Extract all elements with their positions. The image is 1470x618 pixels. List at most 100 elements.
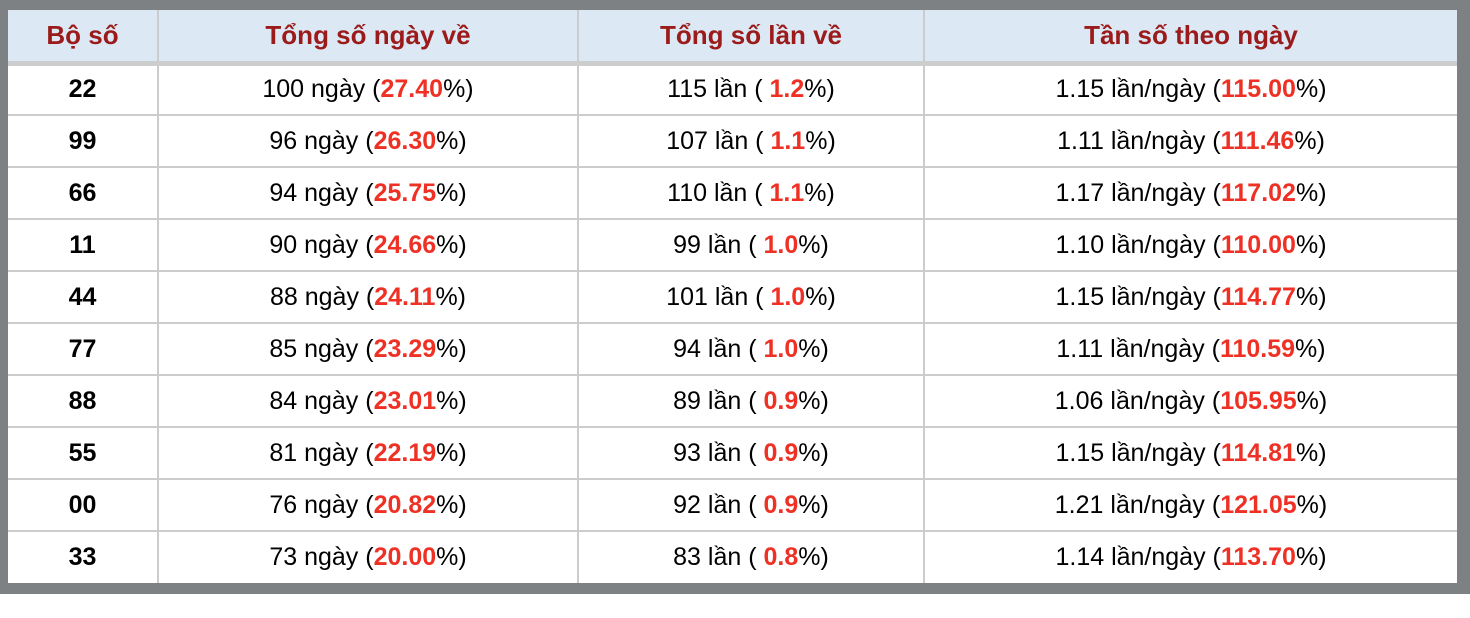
freq-text-end: %) <box>1295 230 1327 259</box>
days-text: 85 ngày ( <box>269 334 374 363</box>
days-text: 96 ngày ( <box>269 126 374 155</box>
days-percent: 23.01 <box>373 386 437 415</box>
freq-cell: 1.15 lần/ngày (115.00%) <box>923 62 1457 116</box>
freq-cell: 1.15 lần/ngày (114.77%) <box>923 270 1457 324</box>
pair-cell: 33 <box>8 530 159 583</box>
times-percent: 1.2 <box>769 75 805 104</box>
days-percent: 24.11 <box>374 282 436 311</box>
pair-value: 00 <box>68 490 97 519</box>
times-cell: 93 lần ( 0.9%) <box>577 426 925 480</box>
freq-percent: 113.70 <box>1220 543 1296 571</box>
days-cell: 85 ngày (23.29%) <box>157 322 579 376</box>
pair-cell: 44 <box>8 270 159 324</box>
freq-percent: 121.05 <box>1220 490 1297 519</box>
times-text: 92 lần ( <box>673 490 764 519</box>
times-text-end: %) <box>798 543 829 571</box>
days-percent: 26.30 <box>373 126 437 155</box>
days-percent: 20.82 <box>373 490 437 519</box>
days-text-end: %) <box>435 282 466 311</box>
table-row: 99 96 ngày (26.30%) 107 lần ( 1.1%) 1.11… <box>8 114 1457 168</box>
table-row: 11 90 ngày (24.66%) 99 lần ( 1.0%) 1.10 … <box>8 218 1457 272</box>
table-row: 66 94 ngày (25.75%) 110 lần ( 1.1%) 1.17… <box>8 166 1457 220</box>
pair-value: 55 <box>68 438 97 467</box>
lottery-pair-stats-table: Bộ số Tổng số ngày về Tổng số lần về Tần… <box>8 10 1457 583</box>
freq-text-end: %) <box>1296 490 1328 519</box>
table-row: 77 85 ngày (23.29%) 94 lần ( 1.0%) 1.11 … <box>8 322 1457 376</box>
days-text: 88 ngày ( <box>270 282 375 311</box>
freq-text: 1.10 lần/ngày ( <box>1055 230 1221 259</box>
column-header-pair: Bộ số <box>8 10 159 66</box>
table-row: 33 73 ngày (20.00%) 83 lần ( 0.8%) 1.14 … <box>8 530 1457 583</box>
header-row: Bộ số Tổng số ngày về Tổng số lần về Tần… <box>8 10 1457 66</box>
freq-text-end: %) <box>1296 386 1328 415</box>
pair-cell: 99 <box>8 114 159 168</box>
table-body: 22 100 ngày (27.40%) 115 lần ( 1.2%) 1.1… <box>8 62 1457 583</box>
freq-text: 1.11 lần/ngày ( <box>1056 334 1220 363</box>
times-percent: 1.0 <box>770 282 806 311</box>
freq-percent: 110.00 <box>1220 230 1296 259</box>
times-cell: 110 lần ( 1.1%) <box>577 166 925 220</box>
freq-text: 1.15 lần/ngày ( <box>1055 75 1221 104</box>
times-text-end: %) <box>804 75 835 104</box>
days-percent: 24.66 <box>373 230 437 259</box>
times-text-end: %) <box>798 386 829 415</box>
table-row: 88 84 ngày (23.01%) 89 lần ( 0.9%) 1.06 … <box>8 374 1457 428</box>
freq-cell: 1.14 lần/ngày (113.70%) <box>923 530 1457 583</box>
freq-cell: 1.11 lần/ngày (111.46%) <box>923 114 1457 168</box>
times-text-end: %) <box>798 438 829 467</box>
days-text-end: %) <box>436 543 467 571</box>
freq-text-end: %) <box>1295 334 1326 363</box>
freq-text-end: %) <box>1295 178 1327 207</box>
days-text: 90 ngày ( <box>269 230 374 259</box>
days-cell: 94 ngày (25.75%) <box>157 166 579 220</box>
times-text: 93 lần ( <box>673 438 764 467</box>
table-header: Bộ số Tổng số ngày về Tổng số lần về Tần… <box>8 10 1457 66</box>
days-cell: 88 ngày (24.11%) <box>157 270 579 324</box>
days-cell: 100 ngày (27.40%) <box>157 62 579 116</box>
days-text-end: %) <box>436 230 467 259</box>
times-text-end: %) <box>798 334 829 363</box>
days-cell: 73 ngày (20.00%) <box>157 530 579 583</box>
times-text: 94 lần ( <box>673 334 764 363</box>
times-percent: 1.0 <box>763 230 799 259</box>
times-cell: 115 lần ( 1.2%) <box>577 62 925 116</box>
times-percent: 1.1 <box>769 178 805 207</box>
column-header-days: Tổng số ngày về <box>157 10 579 66</box>
times-percent: 0.9 <box>763 386 799 415</box>
pair-cell: 77 <box>8 322 159 376</box>
freq-text: 1.15 lần/ngày ( <box>1055 282 1221 311</box>
times-text: 99 lần ( <box>673 230 764 259</box>
times-text-end: %) <box>805 282 836 311</box>
pair-value: 66 <box>68 178 97 207</box>
days-percent: 20.00 <box>373 543 437 571</box>
days-cell: 81 ngày (22.19%) <box>157 426 579 480</box>
table-row: 22 100 ngày (27.40%) 115 lần ( 1.2%) 1.1… <box>8 62 1457 116</box>
freq-text: 1.14 lần/ngày ( <box>1055 543 1221 571</box>
times-percent: 0.9 <box>763 490 799 519</box>
days-percent: 27.40 <box>380 75 444 104</box>
freq-text: 1.21 lần/ngày ( <box>1054 490 1221 519</box>
freq-cell: 1.06 lần/ngày (105.95%) <box>923 374 1457 428</box>
days-text: 84 ngày ( <box>269 386 374 415</box>
days-percent: 22.19 <box>373 438 437 467</box>
freq-cell: 1.17 lần/ngày (117.02%) <box>923 166 1457 220</box>
freq-text-end: %) <box>1295 543 1327 571</box>
freq-percent: 115.00 <box>1220 75 1296 104</box>
days-percent: 23.29 <box>373 334 437 363</box>
freq-percent: 114.77 <box>1220 282 1296 311</box>
freq-cell: 1.11 lần/ngày (110.59%) <box>923 322 1457 376</box>
times-cell: 94 lần ( 1.0%) <box>577 322 925 376</box>
freq-text: 1.11 lần/ngày ( <box>1057 126 1221 155</box>
pair-value: 44 <box>68 282 97 311</box>
days-text-end: %) <box>436 334 467 363</box>
times-text: 107 lần ( <box>666 126 771 155</box>
pair-value: 11 <box>69 230 96 259</box>
days-text: 73 ngày ( <box>269 543 374 571</box>
days-text: 76 ngày ( <box>269 490 374 519</box>
times-percent: 1.1 <box>770 126 806 155</box>
days-text-end: %) <box>443 75 474 104</box>
pair-cell: 22 <box>8 62 159 116</box>
freq-percent: 111.46 <box>1220 126 1295 155</box>
pair-value: 99 <box>68 126 97 155</box>
times-text: 89 lần ( <box>673 386 764 415</box>
